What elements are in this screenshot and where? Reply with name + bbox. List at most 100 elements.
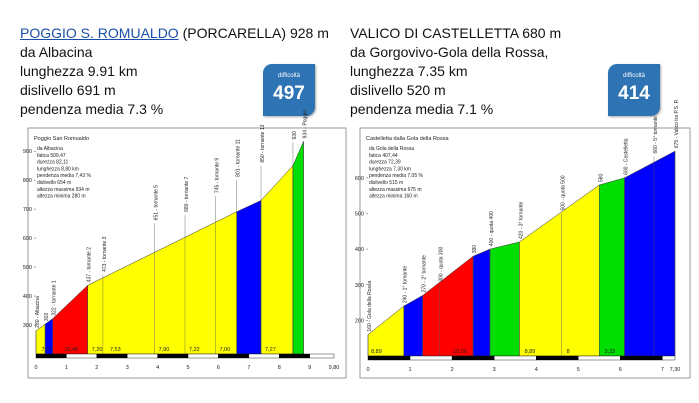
point-label: 420 - 3° tornante — [518, 201, 524, 239]
point-label: 300 - quota 300 — [438, 247, 444, 282]
chart-stat-line: dislivello 654 m — [37, 180, 71, 186]
point-label: 280 - Albacina — [35, 296, 41, 328]
gradient-label: 8,89 — [371, 349, 382, 355]
x-tick-label: 4 — [535, 367, 538, 373]
profile-segment — [403, 295, 423, 357]
point-label: 580 — [598, 173, 604, 182]
km-bar-segment — [662, 355, 676, 361]
y-tick-label: 900 — [23, 149, 32, 155]
point-label: 600 - Castelletta — [624, 138, 630, 175]
point-label: 500 - quota 500 — [560, 175, 566, 210]
point-label: 850 - tornante 13 — [260, 124, 266, 162]
gradient-label: 7,90 — [159, 347, 170, 353]
km-bar-segment — [620, 355, 663, 361]
km-bar-segment — [157, 353, 189, 359]
profile-segment — [599, 177, 625, 357]
gradient-label: 3,33 — [605, 349, 616, 355]
gradient-label: 7,00 — [219, 347, 230, 353]
x-tick-label: 4 — [156, 365, 159, 371]
gradient-label: 7,27 — [265, 347, 276, 353]
km-bar-segment — [187, 353, 219, 359]
climb-info-right: VALICO DI CASTELLETTA 680 m da Gorgovivo… — [350, 24, 561, 119]
point-label: 303 — [44, 313, 50, 322]
point-label: 934 - Poggio — [303, 110, 309, 139]
y-tick-label: 700 — [23, 207, 32, 213]
km-bar-segment — [127, 353, 158, 359]
y-tick-label: 400 — [23, 294, 32, 300]
chart-stat-line: fatica 407,44 — [369, 153, 398, 159]
y-tick-label: 300 — [23, 323, 32, 329]
y-tick-label: 600 — [23, 236, 32, 242]
y-tick-label: 200 — [355, 318, 364, 324]
point-label: 675 - Valico tra P.S. R. — [674, 98, 680, 148]
climb-length: lunghezza 7.35 km — [350, 63, 468, 79]
km-bar-segment — [451, 355, 495, 361]
point-label: 240 - 1° tornante — [403, 266, 409, 304]
point-label: 380 — [472, 245, 478, 254]
point-label: 473 - tornante 3 — [102, 236, 108, 272]
x-end-label: 7,30 — [670, 367, 681, 373]
profile-segment — [236, 200, 262, 355]
climb-start: da Albacina — [20, 44, 93, 60]
x-tick-label: 3 — [126, 365, 129, 371]
profile-segment — [472, 248, 491, 357]
climb-name-link[interactable]: POGGIO S. ROMUALDO — [20, 25, 179, 41]
climb-name: VALICO DI CASTELLETTA 680 m — [350, 25, 562, 41]
km-bar-segment — [279, 353, 310, 359]
chart-title: Poggio San Romualdo — [34, 136, 89, 142]
x-tick-label: 2 — [451, 367, 454, 373]
gradient-label: 8,89 — [525, 349, 536, 355]
point-label: 680 - tornante 7 — [184, 176, 190, 212]
y-tick-label: 800 — [23, 178, 32, 184]
km-bar-segment — [409, 355, 453, 361]
point-label: 322 - tornante 1 — [52, 280, 58, 316]
point-label: 270 - 2° tornante — [422, 255, 428, 293]
difficulty-value: 414 — [618, 83, 650, 104]
km-bar-segment — [578, 355, 621, 361]
point-label: 930 — [292, 131, 298, 140]
chart-stat-line: durezza 82,11 — [37, 160, 69, 166]
x-tick-label: 7 — [661, 367, 664, 373]
gradient-label: 10,50 — [453, 349, 467, 355]
climb-info-left: POGGIO S. ROMUALDO (PORCARELLA) 928 m da… — [20, 24, 329, 119]
climb-elevation-gain: dislivello 691 m — [20, 82, 116, 98]
difficulty-badge-left: difficoltà 497 — [263, 64, 315, 116]
point-label: 400 - quota 400 — [489, 211, 495, 246]
chart-stat-line: altezza massima 675 m — [369, 187, 422, 193]
gradient-label: 10,40 — [64, 347, 78, 353]
km-bar-segment — [218, 353, 250, 359]
point-label: 660 - 5° tornante — [653, 116, 659, 154]
y-tick-label: 600 — [355, 176, 364, 182]
gradient-label: 8 — [567, 349, 570, 355]
x-tick-label: 2 — [95, 365, 98, 371]
chart-stat-line: da Albacina — [37, 146, 63, 152]
chart-stat-line: pendenza media 7,43 % — [37, 173, 91, 179]
point-label: 801 - tornante 11 — [236, 139, 242, 177]
x-end-label: 9,80 — [329, 365, 340, 371]
km-bar-segment — [248, 353, 280, 359]
chart-stat-line: da Gola della Rossa — [369, 146, 414, 152]
difficulty-badge-right: difficoltà 414 — [608, 64, 660, 116]
y-tick-label: 500 — [23, 265, 32, 271]
x-tick-label: 0 — [34, 365, 37, 371]
km-bar-segment — [493, 355, 537, 361]
profile-segment — [292, 141, 304, 355]
chart-stat-line: dislivello 515 m — [369, 180, 403, 186]
chart-stat-line: fatica 509,47 — [37, 153, 66, 159]
point-label: 437 - tornante 2 — [87, 247, 93, 283]
x-tick-label: 9 — [308, 365, 311, 371]
km-bar-segment — [536, 355, 579, 361]
km-bar-segment — [309, 353, 335, 359]
x-tick-label: 5 — [577, 367, 580, 373]
km-bar-segment — [367, 355, 411, 361]
gradient-label: 7,67 — [42, 347, 53, 353]
km-bar-segment — [66, 353, 98, 359]
x-tick-label: 8 — [278, 365, 281, 371]
point-label: 160 - Gola della Rossa — [367, 281, 373, 332]
gradient-label: 7,53 — [110, 347, 121, 353]
profile-segment — [624, 150, 676, 357]
x-tick-label: 7 — [247, 365, 250, 371]
point-label: 651 - tornante 5 — [154, 185, 160, 221]
x-tick-label: 0 — [366, 367, 369, 373]
